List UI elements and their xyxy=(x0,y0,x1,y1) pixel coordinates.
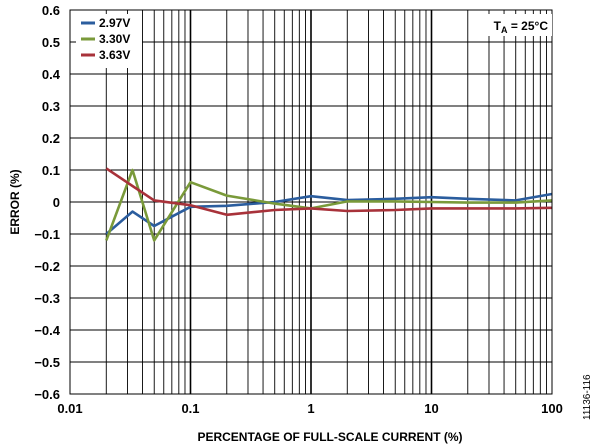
legend: 2.97V 3.30V 3.63V xyxy=(76,14,142,68)
y-tick-label: 0.6 xyxy=(42,3,60,18)
x-tick-label: 0.01 xyxy=(57,401,82,416)
y-tick-label: −0.6 xyxy=(34,387,60,402)
x-tick-label: 10 xyxy=(424,401,438,416)
y-tick-label: 0.4 xyxy=(42,67,61,82)
series-line-3-30v xyxy=(105,168,553,242)
y-tick-label: 0.3 xyxy=(42,99,60,114)
legend-label-3-30v: 3.30V xyxy=(99,32,130,46)
y-tick-label: 0.1 xyxy=(42,163,60,178)
y-tick-label: −0.5 xyxy=(34,355,60,370)
temperature-annotation-text: TA = 25°C xyxy=(494,19,549,35)
y-tick-label: 0.2 xyxy=(42,131,60,146)
series-line-2-97v xyxy=(105,192,553,235)
temperature-annotation: TA = 25°C xyxy=(470,14,552,36)
x-axis-label: PERCENTAGE OF FULL-SCALE CURRENT (%) xyxy=(197,430,462,444)
legend-label-2-97v: 2.97V xyxy=(99,16,130,30)
x-tick-labels: 0.01 0.1 1 10 100 xyxy=(57,401,563,416)
x-tick-label: 100 xyxy=(541,401,563,416)
plot-frame xyxy=(69,9,553,395)
series-lines xyxy=(105,167,553,242)
y-tick-label: −0.2 xyxy=(34,259,60,274)
series-line-3-63v xyxy=(105,167,553,217)
y-tick-label: 0.5 xyxy=(42,35,60,50)
y-tick-labels: 0.6 0.5 0.4 0.3 0.2 0.1 0 −0.1 −0.2 −0.3 −0.4 −0.5 −… xyxy=(34,3,60,402)
x-tick-label: 0.1 xyxy=(181,401,199,416)
figure-code: 11136-116 xyxy=(582,374,593,420)
y-tick-label: −0.1 xyxy=(34,227,60,242)
y-axis-label: ERROR (%) xyxy=(8,169,22,234)
legend-label-3-63v: 3.63V xyxy=(99,48,130,62)
y-tick-label: 0 xyxy=(53,195,60,210)
y-tick-label: −0.4 xyxy=(34,323,60,338)
x-tick-label: 1 xyxy=(307,401,314,416)
y-tick-label: −0.3 xyxy=(34,291,60,306)
